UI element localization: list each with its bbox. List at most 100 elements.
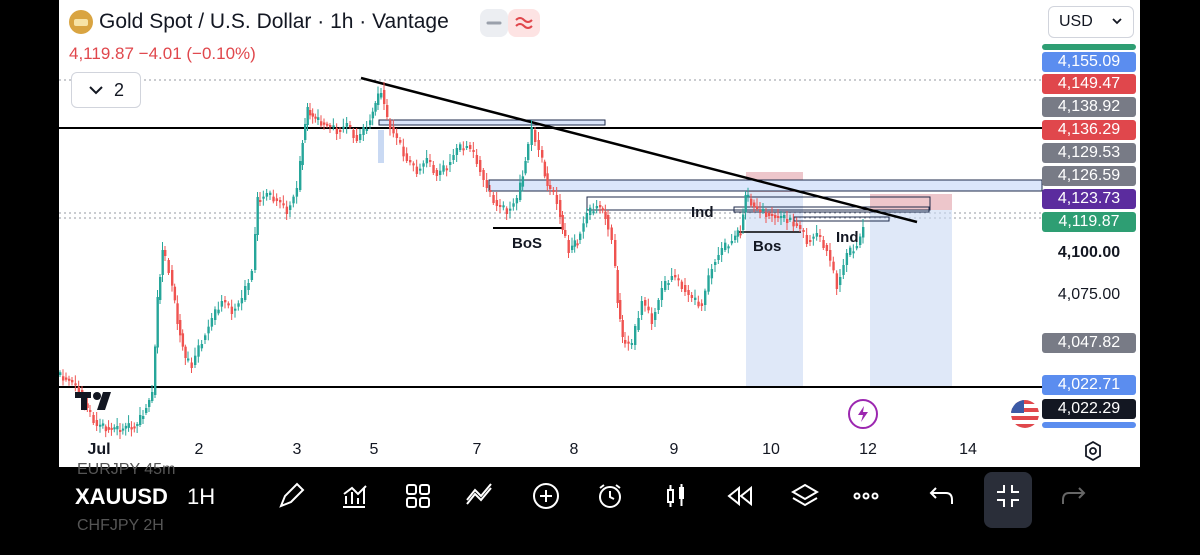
candle bbox=[101, 423, 105, 426]
candle bbox=[780, 216, 783, 218]
candle bbox=[664, 281, 667, 290]
candle bbox=[561, 215, 564, 230]
bos-label-1[interactable]: BoS bbox=[512, 235, 542, 252]
data-wave-icon[interactable] bbox=[508, 9, 540, 37]
candle bbox=[116, 426, 119, 430]
candle bbox=[133, 426, 136, 429]
candle bbox=[329, 125, 332, 127]
time-label: 9 bbox=[669, 441, 679, 458]
candle bbox=[349, 125, 352, 127]
compare-icon[interactable] bbox=[465, 482, 493, 518]
candle bbox=[690, 295, 694, 298]
alert-icon[interactable] bbox=[596, 482, 624, 518]
chevron-down-icon bbox=[88, 80, 104, 101]
indicator-collapse-button[interactable]: 2 bbox=[71, 72, 141, 108]
candle bbox=[576, 243, 579, 246]
candle bbox=[301, 143, 304, 165]
candle bbox=[409, 160, 412, 163]
candle bbox=[435, 170, 439, 176]
candle bbox=[530, 127, 533, 145]
candle bbox=[309, 110, 312, 116]
candle bbox=[744, 195, 747, 213]
candle bbox=[637, 318, 640, 330]
candle bbox=[805, 235, 809, 244]
candle bbox=[345, 123, 349, 127]
redo-icon[interactable] bbox=[1059, 482, 1087, 518]
candle bbox=[326, 123, 329, 126]
price-chart[interactable]: BoS Bos Ind Ind bbox=[59, 0, 1140, 467]
price-label: 4,022.71 bbox=[1042, 375, 1136, 395]
candle bbox=[187, 358, 190, 361]
candle bbox=[753, 202, 756, 208]
candle bbox=[707, 275, 710, 292]
candle bbox=[852, 251, 855, 254]
candle bbox=[647, 306, 650, 311]
lightning-icon[interactable] bbox=[848, 399, 878, 429]
candle bbox=[475, 155, 479, 164]
candle bbox=[352, 130, 355, 138]
candle bbox=[465, 146, 469, 148]
candle bbox=[179, 320, 182, 336]
candle bbox=[399, 140, 402, 143]
candle bbox=[62, 376, 65, 381]
indicators-icon[interactable] bbox=[340, 482, 368, 518]
candle bbox=[832, 261, 835, 271]
candles-icon[interactable] bbox=[662, 482, 690, 518]
replay-icon[interactable] bbox=[725, 482, 753, 518]
ind-label-1[interactable]: Ind bbox=[691, 204, 714, 221]
candle bbox=[285, 206, 289, 214]
candle bbox=[571, 245, 574, 250]
candle bbox=[524, 161, 527, 174]
candle bbox=[546, 173, 549, 186]
candle bbox=[107, 427, 110, 430]
candle bbox=[136, 424, 139, 426]
eye-toggle-icon[interactable] bbox=[480, 9, 508, 37]
candle bbox=[650, 313, 654, 324]
candle bbox=[579, 233, 582, 240]
candle bbox=[601, 208, 605, 211]
candle bbox=[295, 188, 299, 197]
candle bbox=[142, 416, 145, 419]
price-label: 4,155.09 bbox=[1042, 52, 1136, 72]
candle bbox=[589, 207, 592, 215]
candle bbox=[559, 200, 562, 217]
candle bbox=[272, 196, 275, 202]
candle bbox=[835, 273, 839, 289]
layers-icon[interactable] bbox=[791, 482, 819, 518]
time-label: 8 bbox=[569, 441, 579, 458]
time-label: 12 bbox=[859, 441, 877, 458]
symbol-picker[interactable]: XAUUSD bbox=[75, 484, 168, 509]
currency-select[interactable]: USD bbox=[1048, 6, 1134, 38]
candle bbox=[564, 230, 567, 236]
candle bbox=[455, 148, 459, 155]
more-icon[interactable] bbox=[852, 482, 880, 518]
candle bbox=[265, 193, 269, 197]
draw-icon[interactable] bbox=[277, 482, 305, 518]
candle bbox=[555, 195, 559, 204]
templates-icon[interactable] bbox=[404, 482, 432, 518]
candle bbox=[614, 240, 617, 266]
bos-label-2[interactable]: Bos bbox=[753, 238, 781, 255]
ind-label-2[interactable]: Ind bbox=[836, 229, 859, 246]
candle bbox=[389, 120, 392, 129]
symbol-title[interactable]: Gold Spot / U.S. Dollar · 1h · Vantage bbox=[69, 10, 449, 34]
price-label: 4,126.59 bbox=[1042, 166, 1136, 186]
candle bbox=[654, 312, 657, 320]
candle bbox=[670, 276, 674, 280]
candle bbox=[194, 355, 197, 365]
us-flag-icon[interactable] bbox=[1011, 400, 1039, 428]
settings-gear-icon[interactable] bbox=[1082, 440, 1104, 467]
candle bbox=[462, 148, 465, 151]
interval-picker[interactable]: 1H bbox=[187, 484, 216, 509]
candle bbox=[244, 286, 247, 300]
candle bbox=[104, 426, 108, 432]
candle bbox=[644, 300, 647, 306]
candle bbox=[335, 128, 339, 134]
candle bbox=[687, 290, 690, 295]
candle bbox=[161, 250, 164, 275]
add-icon[interactable] bbox=[532, 482, 560, 518]
time-label: 5 bbox=[369, 441, 379, 458]
undo-icon[interactable] bbox=[928, 482, 956, 518]
fullscreen-exit-icon[interactable] bbox=[984, 472, 1032, 528]
price-label: 4,149.47 bbox=[1042, 74, 1136, 94]
